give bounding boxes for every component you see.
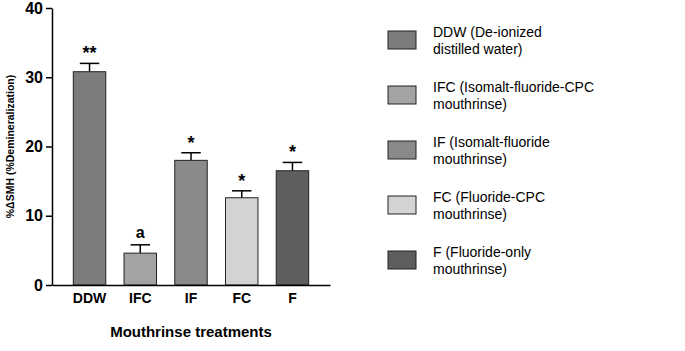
y-tick-label: 0	[34, 277, 43, 294]
y-tick-label: 10	[25, 207, 43, 224]
annotation: a	[136, 224, 145, 241]
legend-swatch	[388, 196, 416, 214]
bar	[175, 160, 207, 285]
plot: **a***010203040DDWIFCIFFCF	[25, 0, 330, 306]
y-tick-label: 30	[25, 69, 43, 86]
error-cap	[131, 244, 150, 246]
annotation: **	[83, 43, 97, 63]
error-whisker	[241, 191, 243, 198]
error-bar	[181, 153, 200, 161]
legend-label: F (Fluoride-only	[433, 244, 531, 260]
legend: DDW (De-ionizeddistilled water) IFC (Isom…	[388, 24, 594, 277]
legend-item: DDW (De-ionizeddistilled water)	[388, 24, 542, 57]
legend-item: IF (Isomalt-fluoridemouthrinse)	[388, 134, 550, 167]
y-tick-mark	[46, 77, 52, 79]
legend-item: F (Fluoride-onlymouthrinse)	[388, 244, 531, 277]
annotations: **a***	[83, 43, 296, 240]
y-tick: 10	[25, 207, 52, 224]
y-tick-mark	[46, 8, 52, 10]
error-whisker	[89, 63, 91, 71]
legend-swatch	[388, 31, 416, 49]
annotation: *	[187, 133, 194, 153]
legend-swatch	[388, 251, 416, 269]
y-tick: 40	[25, 0, 52, 17]
y-tick: 30	[25, 69, 52, 86]
annotation: *	[238, 171, 245, 191]
legend-label: IF (Isomalt-fluoride	[433, 134, 550, 150]
y-tick-mark	[46, 146, 52, 148]
bar	[124, 253, 156, 285]
y-axis-title: %ΔSMH (%Demineralization)	[4, 75, 16, 218]
bars	[73, 63, 308, 285]
legend-swatch	[388, 141, 416, 159]
legend-label: mouthrinse)	[433, 151, 507, 167]
x-axis-line	[53, 285, 331, 287]
chart: **a***010203040DDWIFCIFFCFMouthrinse tre…	[0, 0, 685, 351]
error-bar	[80, 63, 99, 71]
error-whisker	[140, 245, 142, 253]
y-tick: 20	[25, 138, 52, 155]
y-tick-label: 20	[25, 138, 43, 155]
legend-label: mouthrinse)	[433, 206, 507, 222]
annotation: *	[289, 142, 296, 162]
x-tick-label: F	[288, 290, 297, 306]
bar	[225, 198, 257, 285]
x-axis: DDW IFC IF FC F	[53, 285, 331, 306]
y-tick-label: 40	[25, 0, 43, 17]
y-tick-mark	[46, 216, 52, 218]
error-bar	[232, 191, 251, 198]
error-whisker	[190, 153, 192, 161]
legend-swatch	[388, 86, 416, 104]
x-tick: IFC	[129, 285, 152, 306]
x-tick: FC	[232, 285, 251, 306]
legend-label: mouthrinse)	[433, 261, 507, 277]
y-axis: 0 10 20 30 40	[25, 0, 52, 294]
legend-label: IFC (Isomalt-fluoride-CPC	[433, 79, 594, 95]
x-tick-label: DDW	[73, 290, 107, 306]
legend-label: FC (Fluoride-CPC	[433, 189, 545, 205]
x-tick: F	[288, 285, 297, 306]
legend-label: mouthrinse)	[433, 96, 507, 112]
x-tick: DDW	[73, 285, 107, 306]
x-tick-label: IF	[185, 290, 198, 306]
y-tick: 0	[34, 277, 52, 294]
error-whisker	[292, 162, 294, 170]
x-axis-title: Mouthrinse treatments	[110, 323, 272, 340]
legend-label: distilled water)	[433, 41, 522, 57]
legend-label: DDW (De-ionized	[433, 24, 542, 40]
legend-item: IFC (Isomalt-fluoride-CPCmouthrinse)	[388, 79, 594, 112]
bar	[73, 72, 105, 285]
bar	[276, 171, 308, 285]
error-bar	[283, 162, 302, 170]
x-tick-label: IFC	[129, 290, 152, 306]
legend-item: FC (Fluoride-CPCmouthrinse)	[388, 189, 545, 222]
error-bar	[131, 245, 150, 253]
x-tick-label: FC	[232, 290, 251, 306]
x-tick: IF	[185, 285, 198, 306]
y-tick-mark	[46, 285, 52, 287]
